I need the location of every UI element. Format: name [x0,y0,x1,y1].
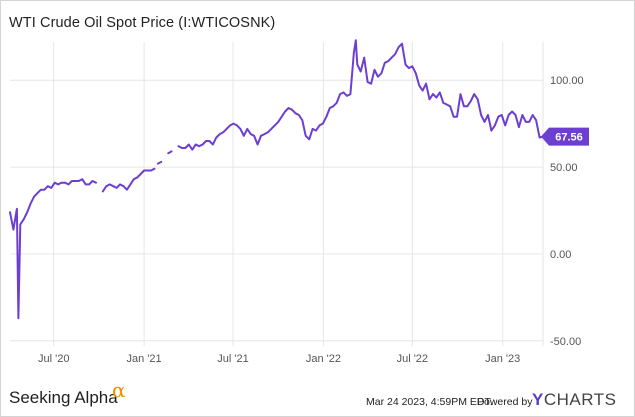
last-value-label: 67.56 [555,132,583,144]
series-segment [101,167,156,193]
last-value-badge-shape [541,127,589,146]
y-tick-label: 100.00 [550,75,584,87]
seeking-alpha-mark: α [112,378,126,402]
chart-title: WTI Crude Oil Spot Price (I:WTICOSNK) [9,15,276,31]
x-tick-label: Jul '20 [38,353,69,365]
y-tick-label: 50.00 [550,162,578,174]
line-chart: Jul '20 Jan '21 Jul '21 Jan '22 Jul '22 Jan '… [9,39,589,365]
y-axis: 100.00 50.00 0.00 -50.00 [550,75,584,348]
seeking-alpha-logo[interactable]: Seeking Alpha [9,388,118,407]
series-segment [177,39,544,151]
footer: Seeking Alpha α Mar 24 2023, 4:59PM EDT.… [0,376,635,417]
series-segment [167,150,173,155]
series-segment [156,160,163,165]
y-tick-label: -50.00 [550,336,581,348]
ycharts-logo[interactable]: YCHARTS [532,390,616,410]
x-tick-label: Jan '22 [306,353,341,365]
x-axis: Jul '20 Jan '21 Jul '21 Jan '22 Jul '22 Jan '… [38,353,520,365]
series-line [9,39,544,320]
timestamp: Mar 24 2023, 4:59PM EDT. [366,396,493,408]
powered-by-label: Powered by [477,396,533,408]
y-tick-label: 0.00 [550,249,571,261]
series-segment [9,178,97,320]
ycharts-y: Y [532,390,544,409]
x-tick-label: Jan '21 [127,353,162,365]
x-tick-label: Jul '22 [397,353,428,365]
x-tick-label: Jul '21 [217,353,248,365]
chart-grid [10,42,544,346]
last-value-badge: 67.56 [541,127,589,146]
ycharts-wordmark: CHARTS [543,390,617,409]
x-tick-label: Jan '23 [485,353,520,365]
